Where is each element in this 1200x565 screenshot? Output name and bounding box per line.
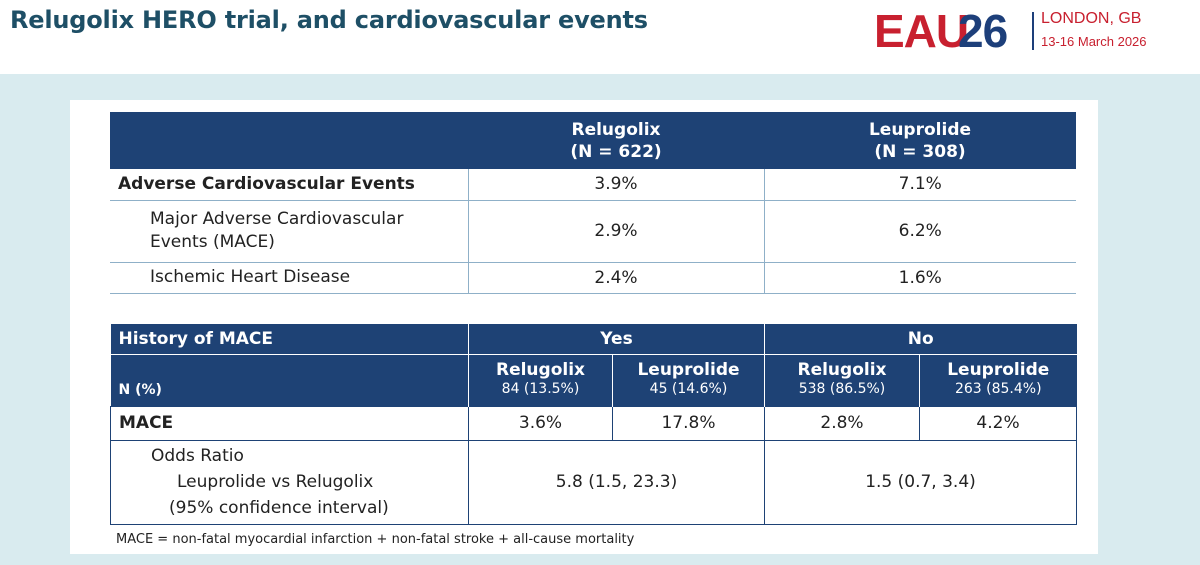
row-label-line: Major Adverse Cardiovascular — [150, 209, 404, 229]
subcol-header: Relugolix 538 (86.5%) — [764, 353, 920, 406]
odds-ratio-line: Leuprolide vs Relugolix — [177, 472, 374, 492]
table-row: Major Adverse Cardiovascular Events (MAC… — [110, 200, 1076, 263]
col-header-n: (N = 308) — [874, 141, 966, 162]
col-header-n: (N = 622) — [570, 141, 662, 162]
odds-ratio-line: (95% confidence interval) — [169, 498, 389, 518]
page-title: Relugolix HERO trial, and cardiovascular… — [10, 6, 648, 34]
table-row: Odds Ratio Leuprolide vs Relugolix (95% … — [110, 439, 1078, 525]
col-header-leuprolide: Leuprolide (N = 308) — [764, 112, 1076, 169]
subcol-header: Leuprolide 263 (85.4%) — [918, 353, 1077, 406]
subcol-name: Relugolix — [797, 360, 887, 380]
group-header-yes: Yes — [468, 324, 765, 354]
subcol-count: 84 (13.5%) — [501, 381, 580, 397]
cell-value: 2.4% — [467, 262, 764, 294]
table-header-row: Relugolix (N = 622) Leuprolide (N = 308) — [110, 112, 1076, 169]
cell-value: 3.9% — [467, 169, 764, 201]
history-header-label: History of MACE — [110, 324, 469, 354]
row-label: Ischemic Heart Disease — [110, 262, 468, 294]
cell-value: 4.2% — [918, 405, 1078, 441]
col-header-name: Relugolix — [571, 119, 661, 140]
cell-value: 2.8% — [764, 405, 920, 441]
logo-eau-text: EAU — [874, 5, 969, 57]
table-row: Adverse Cardiovascular Events 3.9% 7.1% — [110, 169, 1076, 201]
table-row: Ischemic Heart Disease 2.4% 1.6% — [110, 262, 1076, 294]
subcol-name: Leuprolide — [637, 360, 740, 380]
row-label: Adverse Cardiovascular Events — [110, 169, 468, 201]
subcol-count: 263 (85.4%) — [954, 381, 1042, 397]
logo-date: 13-16 March 2026 — [1041, 34, 1147, 49]
logo-divider — [1032, 12, 1034, 50]
footnote: MACE = non-fatal myocardial infarction +… — [116, 532, 635, 547]
table-subheader-row: N (%) Relugolix 84 (13.5%) Leuprolide 45… — [110, 353, 1077, 406]
cardiovascular-events-table: Relugolix (N = 622) Leuprolide (N = 308)… — [110, 112, 1076, 294]
table-header-row: History of MACE Yes No — [110, 324, 1077, 354]
cell-value: 1.6% — [763, 262, 1076, 294]
cell-value: 6.2% — [763, 200, 1076, 263]
cell-value: 2.9% — [467, 200, 764, 263]
cell-value: 1.5 (0.7, 3.4) — [763, 439, 1078, 525]
row-label-line: Events (MACE) — [150, 232, 275, 252]
cell-value: 7.1% — [763, 169, 1076, 201]
slide-content: Relugolix (N = 622) Leuprolide (N = 308)… — [70, 100, 1098, 554]
history-of-mace-table: History of MACE Yes No N (%) Relugolix 8… — [110, 324, 1078, 525]
row-label: Odds Ratio Leuprolide vs Relugolix (95% … — [110, 439, 469, 525]
subcol-header: Leuprolide 45 (14.6%) — [612, 353, 765, 406]
eau26-logo: EAU 26 LONDON, GB 13-16 March 2026 — [872, 2, 1172, 60]
subcol-name: Relugolix — [495, 360, 586, 380]
subcol-count: 45 (14.6%) — [649, 381, 728, 397]
table-header-empty — [110, 112, 468, 169]
col-header-relugolix: Relugolix (N = 622) — [468, 112, 764, 169]
cell-value: 3.6% — [468, 405, 613, 441]
col-header-name: Leuprolide — [868, 119, 972, 140]
logo-year-text: 26 — [958, 5, 1008, 57]
subcol-name: Leuprolide — [947, 360, 1050, 380]
subcol-count: 538 (86.5%) — [798, 381, 886, 397]
logo-city: LONDON, GB — [1041, 10, 1142, 27]
odds-ratio-line: Odds Ratio — [151, 446, 244, 466]
group-header-no: No — [763, 324, 1077, 354]
table-row: MACE 3.6% 17.8% 2.8% 4.2% — [110, 405, 1078, 441]
cell-value: 5.8 (1.5, 23.3) — [468, 439, 765, 525]
subcol-header: Relugolix 84 (13.5%) — [468, 353, 613, 406]
row-label: Major Adverse Cardiovascular Events (MAC… — [110, 200, 468, 263]
row-label: MACE — [110, 405, 469, 441]
header-bar: Relugolix HERO trial, and cardiovascular… — [0, 0, 1200, 74]
n-percent-label: N (%) — [110, 353, 469, 406]
cell-value: 17.8% — [612, 405, 765, 441]
